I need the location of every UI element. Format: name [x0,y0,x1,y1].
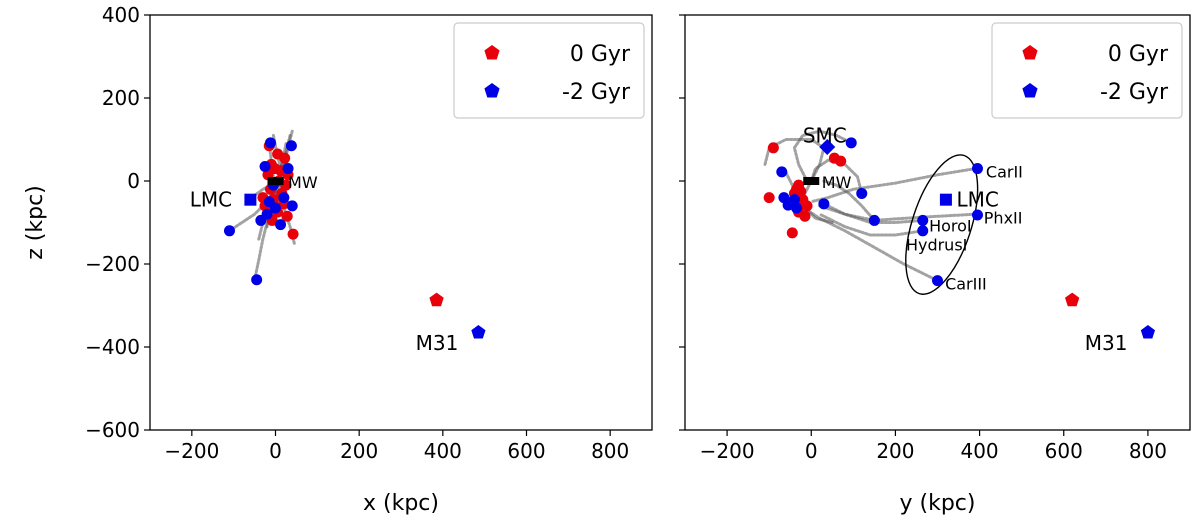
mw-marker [803,177,820,185]
mw-marker [267,177,284,185]
satellite-point [791,183,803,195]
satellite-point [767,142,779,154]
plot-area: MW LMC M31 [190,129,486,355]
legend-label: -2 Gyr [562,80,631,105]
legend-marker [1022,83,1038,98]
satellite-point [763,192,775,204]
legend-marker [484,83,500,98]
panel-left: MW LMC M31 −200 0 200 400 600 800 −600 −400 −200 0 20… [23,3,653,516]
x-tick-label: 400 [424,439,462,463]
y-axis-label: z (kpc) [23,185,48,260]
y-tick-label: −400 [85,335,140,359]
satellite-point [818,198,830,210]
legend-label: -2 Gyr [1100,80,1169,105]
satellite-point [856,187,868,199]
legend-label: 0 Gyr [1108,42,1169,67]
legend-marker [484,45,500,60]
m31-marker [429,292,444,307]
satellite-point [223,225,235,237]
annotation-label: HoroI [929,217,972,236]
satellite-point [932,275,943,287]
satellite-point [835,155,847,167]
satellite-point [917,225,929,237]
annotation-label: SMC [803,123,847,147]
m31-marker [471,325,486,339]
axes-frame [149,14,653,431]
annotation-label: CarIII [945,275,987,294]
satellite-point [868,214,880,226]
plot-area: SMC MW LMC CarII HoroI PhxII HydrusI CarIII M31 [763,123,1155,355]
annotation-label: LMC [190,188,232,212]
m31-marker [1140,325,1155,339]
annotation-label: HydrusI [906,235,967,254]
x-tick-label: 800 [591,439,629,463]
x-tick-label: 0 [269,439,282,463]
satellite-point [287,228,299,240]
satellite-point [917,214,929,226]
annotation-label: CarII [986,163,1023,182]
x-tick-label: 600 [507,439,545,463]
satellite-point [799,210,811,222]
satellite-point [259,160,271,172]
satellite-point [786,227,798,239]
annotation-label: M31 [1085,331,1128,355]
satellite-point [261,208,273,220]
satellite-point [281,210,293,222]
legend-marker [1022,45,1038,60]
x-axis-label: x (kpc) [363,491,439,516]
satellite-point [264,137,276,149]
legend-box [453,22,645,119]
annotation-label: MW [288,173,318,192]
legend-label: 0 Gyr [570,42,631,67]
satellite-point [270,202,281,214]
satellite-point [286,200,298,212]
satellite-point [275,219,287,231]
m31-marker [1065,292,1080,307]
satellite-point [278,192,290,204]
satellite-point [788,194,800,206]
x-tick-label: 400 [960,439,998,463]
x-tick-label: −200 [164,439,219,463]
x-axis-label: y (kpc) [900,491,976,516]
y-tick-label: 0 [127,169,140,193]
x-tick-label: 600 [1045,439,1083,463]
orbit-trail [809,167,977,204]
y-tick-label: −600 [85,418,140,442]
satellite-point [279,152,291,164]
satellite-point [282,163,294,175]
satellite-point [971,163,983,175]
panel-right: SMC MW LMC CarII HoroI PhxII HydrusI CarIII M31 −… [679,14,1191,516]
orbit-trail [822,179,876,222]
lmc-group-ellipse [905,154,979,295]
y-tick-label: −200 [85,252,140,276]
orbit-trail [805,208,939,283]
annotation-label: M31 [416,331,459,355]
x-tick-label: 200 [340,439,378,463]
x-tick-label: 200 [876,439,914,463]
legend-box [991,22,1183,119]
x-tick-label: 800 [1129,439,1167,463]
satellite-point [845,137,857,149]
satellite-point [801,200,813,212]
lmc-marker [939,193,952,206]
satellite-point [971,209,983,221]
satellite-point [776,166,788,178]
x-tick-label: 0 [805,439,818,463]
axes-frame [684,14,1191,431]
annotation-label: MW [822,173,852,192]
annotation-label: LMC [956,188,998,212]
satellite-point [269,163,281,175]
y-tick-label: 200 [102,86,140,110]
satellite-point [285,140,297,152]
y-tick-label: 400 [102,3,140,27]
orbit-trail [792,129,853,183]
smc-marker [819,138,836,155]
x-tick-label: −200 [700,439,755,463]
annotation-label: PhxII [984,208,1023,227]
satellite-point [791,202,803,214]
satellite-point [251,274,263,286]
lmc-marker [244,193,257,206]
orbit-trail [818,212,925,237]
